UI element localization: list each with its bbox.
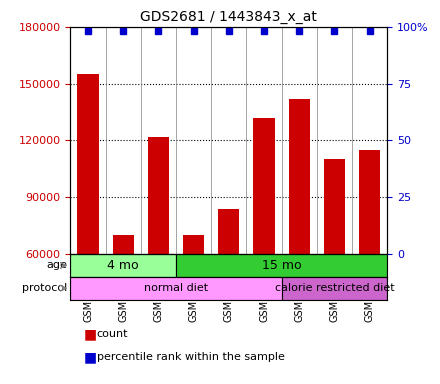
- Bar: [289, 99, 310, 254]
- Text: count: count: [97, 329, 128, 339]
- Bar: [253, 118, 275, 254]
- Bar: [282, 277, 387, 300]
- Bar: [148, 137, 169, 254]
- Text: calorie restricted diet: calorie restricted diet: [275, 283, 394, 293]
- Bar: [70, 277, 282, 300]
- Text: percentile rank within the sample: percentile rank within the sample: [97, 352, 285, 362]
- Bar: [77, 74, 99, 254]
- Text: 15 mo: 15 mo: [262, 259, 301, 272]
- Bar: [324, 159, 345, 254]
- Bar: [359, 150, 380, 254]
- Title: GDS2681 / 1443843_x_at: GDS2681 / 1443843_x_at: [140, 10, 317, 25]
- Text: ■: ■: [84, 350, 97, 364]
- Bar: [70, 254, 176, 277]
- Text: protocol: protocol: [22, 283, 67, 293]
- Bar: [176, 254, 387, 277]
- Bar: [113, 235, 134, 254]
- Text: 4 mo: 4 mo: [107, 259, 139, 272]
- Bar: [218, 209, 239, 254]
- Bar: [183, 235, 204, 254]
- Text: age: age: [46, 260, 67, 270]
- Text: ■: ■: [84, 327, 97, 341]
- Text: normal diet: normal diet: [144, 283, 208, 293]
